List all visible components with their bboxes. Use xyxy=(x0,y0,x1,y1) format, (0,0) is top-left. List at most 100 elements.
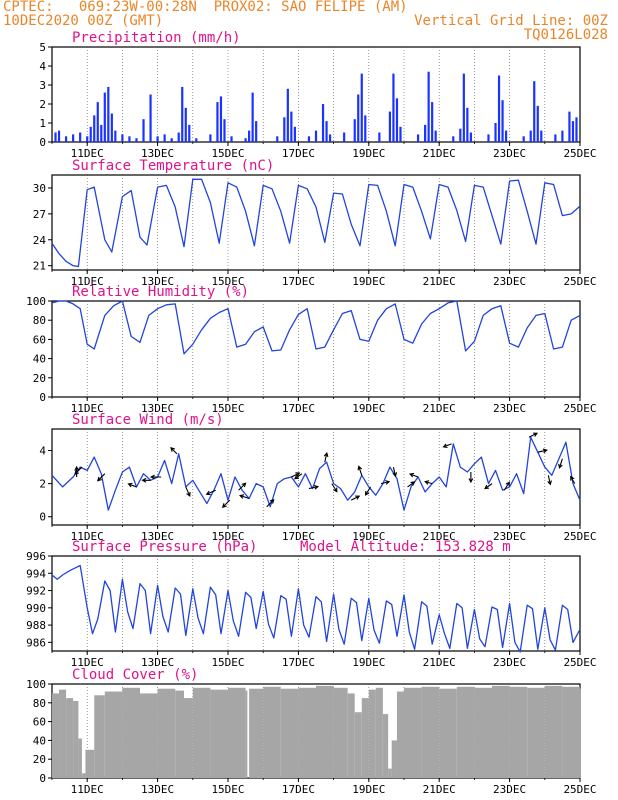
precip-bar xyxy=(163,134,166,142)
cloud-bar xyxy=(391,740,397,778)
cloud-bar xyxy=(456,686,475,778)
x-tick-label: 13DEC xyxy=(141,530,174,543)
precip-bar xyxy=(416,134,420,142)
precip-bar xyxy=(452,136,455,142)
x-tick-label: 17DEC xyxy=(282,275,315,288)
panel-frame xyxy=(51,174,581,271)
cloud-bar xyxy=(298,687,316,778)
precip-bar xyxy=(487,134,490,142)
precip-bar xyxy=(571,121,575,142)
x-tick-label: 23DEC xyxy=(493,402,526,415)
cloud-bar xyxy=(263,686,281,778)
y-tick-label: 24 xyxy=(33,234,47,247)
wind-arrow xyxy=(293,473,303,480)
wind-arrow xyxy=(484,483,493,490)
x-tick-label: 15DEC xyxy=(211,530,244,543)
cloud-bar xyxy=(249,688,264,778)
wind-arrow xyxy=(357,465,363,476)
y-tick-label: 60 xyxy=(33,333,46,346)
precip-bar xyxy=(307,136,311,142)
header-station: CPTEC: 069:23W-00:28N PROX02: SAO FELIPE… xyxy=(3,0,408,15)
cloud-bar xyxy=(474,687,492,778)
y-tick-label: 988 xyxy=(26,619,46,632)
precip-bar xyxy=(561,130,564,142)
precip-bar xyxy=(107,86,110,142)
y-tick-label: 990 xyxy=(26,602,46,615)
y-tick-label: 992 xyxy=(26,585,46,598)
cloud-bar xyxy=(192,687,211,778)
wind-arrow xyxy=(503,481,510,491)
panel-1: 0 1 2 3 4 5 11DEC 13DEC 15DEC 17DEC 19DEC 21DEC 23DE… xyxy=(39,30,596,160)
cloud-bar xyxy=(354,712,362,778)
wind-arrow xyxy=(547,475,552,486)
precip-bar xyxy=(293,126,296,142)
cloud-bar xyxy=(492,685,510,778)
precip-bar xyxy=(364,115,367,142)
wind-arrow xyxy=(96,473,106,482)
cloud-bar xyxy=(361,698,369,778)
cloud-bar xyxy=(368,689,376,778)
y-tick-label: 21 xyxy=(33,260,46,273)
precip-bar xyxy=(286,88,289,142)
precip-bar xyxy=(110,113,113,142)
x-tick-label: 25DEC xyxy=(563,656,596,669)
y-tick-label: 2 xyxy=(39,478,46,491)
cloud-bar xyxy=(316,685,334,778)
panel-title: Surface Pressure (hPa) xyxy=(72,539,257,555)
wind-arrow xyxy=(409,472,419,478)
precip-bar xyxy=(149,94,152,142)
x-tick-label: 17DEC xyxy=(282,530,315,543)
panel-title: Cloud Cover (%) xyxy=(72,667,198,683)
wind-arrow xyxy=(127,482,137,488)
cloud-bar xyxy=(382,714,389,778)
precip-bar xyxy=(181,86,184,142)
cloud-bar xyxy=(580,688,581,778)
cloud-bar xyxy=(210,689,228,778)
precip-bar xyxy=(568,111,571,142)
wind-arrow xyxy=(149,474,162,480)
header-date: 10DEC2020 00Z (GMT) xyxy=(3,13,164,29)
x-tick-label: 11DEC xyxy=(71,402,104,415)
series-line xyxy=(51,564,581,653)
cloud-bar xyxy=(245,690,248,778)
x-tick-label: 19DEC xyxy=(352,275,385,288)
precip-bar xyxy=(89,126,92,142)
cloud-bar xyxy=(544,685,563,778)
precip-bar xyxy=(462,73,465,142)
cloud-bar xyxy=(375,687,383,778)
precip-bar xyxy=(504,130,508,142)
precip-bar xyxy=(469,132,472,142)
precip-bar xyxy=(276,136,279,142)
panel-4: 0 2 4 11DEC 13DEC 15DEC 17DEC 19DEC 21DEC 23DEC 25… xyxy=(39,412,596,543)
precip-bar xyxy=(343,132,346,142)
series-line xyxy=(51,300,581,355)
precip-bar xyxy=(536,105,539,142)
precip-bar xyxy=(283,117,286,142)
precip-bar xyxy=(533,81,536,142)
precip-bar xyxy=(93,115,96,142)
panel-title: Precipitation (mm/h) xyxy=(72,30,241,46)
x-tick-label: 19DEC xyxy=(352,783,385,796)
precip-bar xyxy=(522,136,525,142)
y-tick-label: 3 xyxy=(39,79,46,92)
wind-arrow xyxy=(266,498,275,508)
wind-arrow xyxy=(350,495,361,501)
x-tick-label: 13DEC xyxy=(141,656,174,669)
panel-2: 21 24 27 30 11DEC 13DEC 15DEC 17DEC 19DEC 21DEC 23… xyxy=(33,158,597,288)
wind-arrow xyxy=(442,443,452,449)
wind-arrow xyxy=(141,477,151,483)
wind-arrow xyxy=(74,466,83,475)
wind-arrow xyxy=(170,447,178,455)
y-tick-label: 100 xyxy=(26,295,46,308)
x-tick-label: 17DEC xyxy=(282,147,315,160)
y-tick-label: 80 xyxy=(33,314,46,327)
panel-6: 0 20 40 60 80 100 11DEC 13DEC 15DEC 17DEC 19DEC 21D… xyxy=(26,667,596,796)
precip-bar xyxy=(128,136,131,142)
precip-bar xyxy=(494,123,497,142)
precip-bar xyxy=(195,138,198,142)
y-tick-label: 0 xyxy=(39,391,46,404)
x-tick-label: 13DEC xyxy=(141,147,174,160)
cloud-bar xyxy=(509,686,528,778)
cloud-bar xyxy=(104,691,123,778)
panel-title: Surface Wind (m/s) xyxy=(72,412,224,428)
